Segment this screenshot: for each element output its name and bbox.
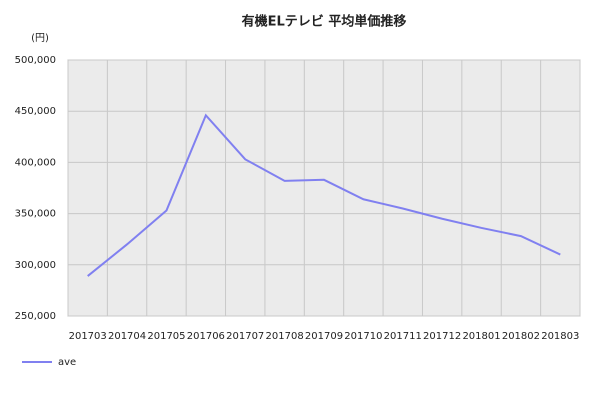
- y-tick-label: 300,000: [15, 260, 56, 271]
- x-tick-label: 201803: [541, 331, 579, 342]
- y-tick-label: 250,000: [15, 311, 56, 322]
- x-tick-label: 201802: [502, 331, 540, 342]
- x-tick-label: 201705: [147, 331, 185, 342]
- y-tick-label: 450,000: [15, 106, 56, 117]
- series-line: [87, 113, 561, 277]
- plot-area: [67, 59, 581, 317]
- x-tick-label: 201711: [384, 331, 422, 342]
- y-tick-label: 400,000: [15, 157, 56, 168]
- x-tick-label: 201801: [462, 331, 500, 342]
- y-tick-label: 500,000: [15, 55, 56, 66]
- x-tick-label: 201709: [305, 331, 343, 342]
- x-tick-label: 201712: [423, 331, 461, 342]
- x-tick-label: 201708: [266, 331, 304, 342]
- x-tick-label: 201710: [344, 331, 382, 342]
- y-axis-label: (円): [31, 33, 49, 44]
- x-tick-label: 201704: [108, 331, 146, 342]
- x-tick-label: 201703: [69, 331, 107, 342]
- legend-label: ave: [58, 357, 76, 368]
- x-tick-label: 201706: [187, 331, 225, 342]
- y-tick-label: 350,000: [15, 209, 56, 220]
- chart-title: 有機ELテレビ 平均単価推移: [242, 14, 407, 30]
- x-tick-label: 201707: [226, 331, 264, 342]
